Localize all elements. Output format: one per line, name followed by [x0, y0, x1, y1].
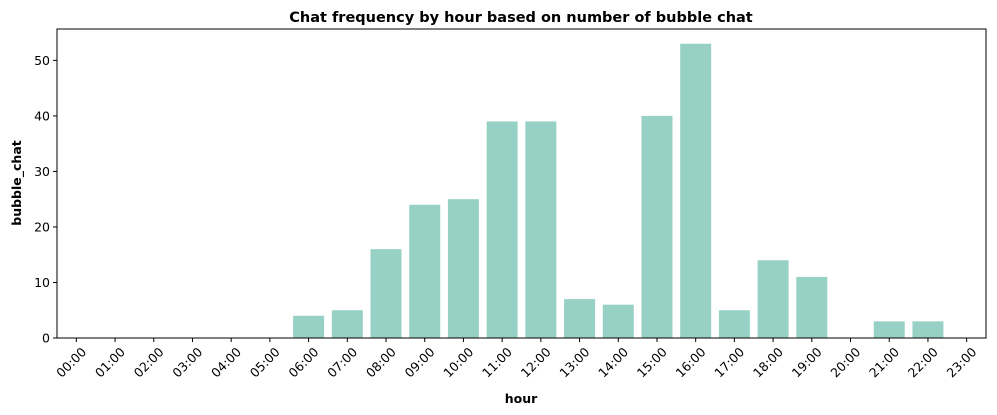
x-tick-label: 15:00 — [634, 344, 670, 380]
y-tick-label: 20 — [34, 219, 50, 234]
bar-1900 — [796, 276, 828, 338]
bar-1100 — [486, 121, 518, 338]
x-tick-label: 17:00 — [711, 344, 747, 380]
x-axis-label: hour — [505, 391, 538, 406]
y-tick-label: 50 — [34, 53, 50, 68]
bar-1700 — [718, 310, 750, 338]
x-tick-label: 03:00 — [169, 344, 205, 380]
bar-0800 — [370, 249, 402, 338]
bar-2200 — [912, 321, 944, 338]
x-tick-label: 23:00 — [943, 344, 979, 380]
x-tick-label: 00:00 — [53, 344, 89, 380]
y-axis-label: bubble_chat — [9, 140, 25, 225]
y-tick-label: 40 — [34, 108, 50, 123]
x-tick-label: 01:00 — [92, 344, 128, 380]
x-axis: 00:00 01:00 02:00 03:00 04:00 05:00 06:00 07:00… — [53, 338, 980, 380]
bar-1500 — [641, 115, 673, 339]
x-tick-label: 06:00 — [285, 344, 321, 380]
x-tick-label: 11:00 — [479, 344, 515, 380]
bar-0700 — [331, 310, 363, 338]
x-tick-label: 05:00 — [247, 344, 283, 380]
x-tick-label: 10:00 — [440, 344, 476, 380]
bar-1300 — [564, 299, 596, 338]
y-tick-label: 10 — [34, 275, 50, 290]
bars-group — [293, 43, 944, 339]
y-tick-label: 30 — [34, 164, 50, 179]
x-tick-label: 12:00 — [518, 344, 554, 380]
x-tick-label: 14:00 — [595, 344, 631, 380]
x-tick-label: 04:00 — [208, 344, 244, 380]
bar-1800 — [757, 260, 789, 338]
x-tick-label: 19:00 — [789, 344, 825, 380]
x-tick-label: 16:00 — [673, 344, 709, 380]
bar-0900 — [409, 204, 441, 338]
x-tick-label: 22:00 — [905, 344, 941, 380]
x-tick-label: 02:00 — [131, 344, 167, 380]
bar-1200 — [525, 121, 557, 338]
chart-title: Chat frequency by hour based on number o… — [289, 10, 753, 26]
x-tick-label: 09:00 — [402, 344, 438, 380]
x-tick-label: 20:00 — [827, 344, 863, 380]
x-tick-label: 13:00 — [556, 344, 592, 380]
bar-1400 — [602, 304, 634, 338]
x-tick-label: 18:00 — [750, 344, 786, 380]
bar-0600 — [293, 315, 325, 338]
plot-frame — [56, 28, 987, 339]
bar-1600 — [680, 43, 712, 339]
x-tick-label: 08:00 — [363, 344, 399, 380]
bar-2100 — [873, 321, 905, 338]
x-tick-label: 21:00 — [866, 344, 902, 380]
bar-1000 — [447, 199, 479, 338]
y-axis: 0 10 20 30 40 50 — [34, 53, 57, 346]
y-tick-label: 0 — [42, 331, 50, 346]
x-tick-label: 07:00 — [324, 344, 360, 380]
